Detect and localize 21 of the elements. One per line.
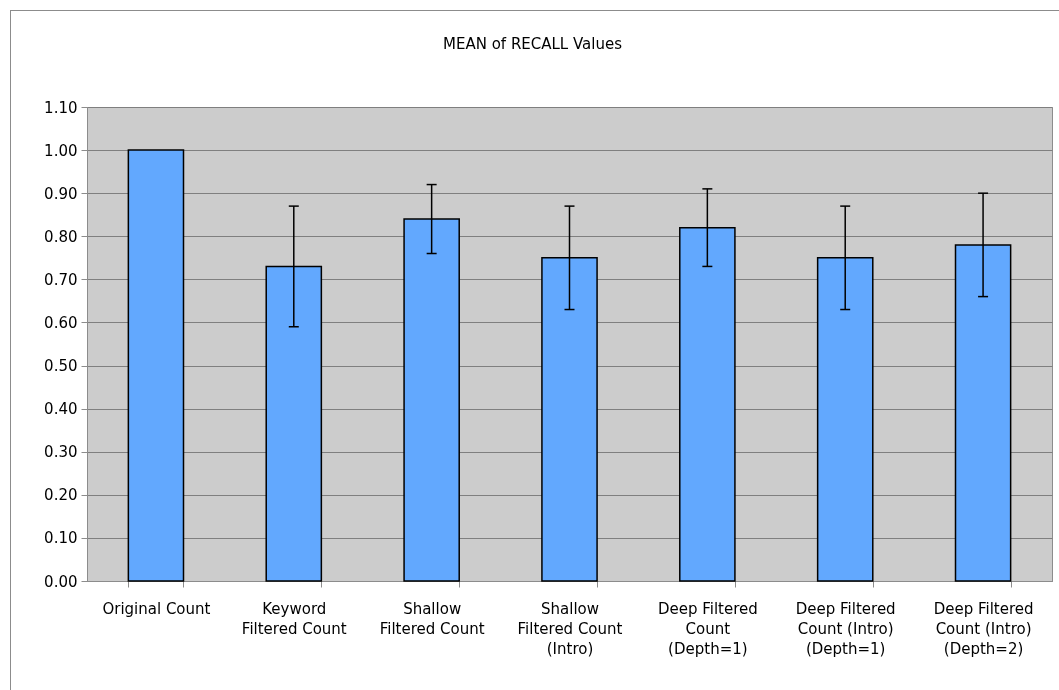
y-tick-label: 0.40 xyxy=(44,400,78,419)
y-tick-label: 0.00 xyxy=(44,572,78,591)
y-tick-label: 0.60 xyxy=(44,313,78,332)
chart-title: MEAN of RECALL Values xyxy=(442,35,623,53)
y-tick-label: 0.30 xyxy=(44,443,78,462)
y-tick-label: 0.10 xyxy=(44,529,78,548)
y-tick-label: 0.80 xyxy=(44,227,78,246)
bar xyxy=(127,149,185,582)
x-tick-label: Original Count xyxy=(102,599,211,618)
x-tick-label: Deep Filtered Count (Intro) (Depth=2) xyxy=(933,599,1034,658)
x-tick-label: Deep Filtered Count (Depth=1) xyxy=(657,599,758,658)
y-tick-label: 1.00 xyxy=(44,141,78,160)
y-tick-label: 0.50 xyxy=(44,357,78,376)
x-tick-label: Shallow Filtered Count (Intro) xyxy=(517,599,623,658)
y-tick-label: 0.90 xyxy=(44,184,78,203)
y-tick-label: 0.70 xyxy=(44,270,78,289)
x-tick-label: Shallow Filtered Count xyxy=(379,599,485,638)
x-tick-label: Keyword Filtered Count xyxy=(241,599,347,638)
y-tick-label: 0.20 xyxy=(44,486,78,505)
x-tick-label: Deep Filtered Count (Intro) (Depth=1) xyxy=(795,599,896,658)
y-tick-label: 1.10 xyxy=(44,98,78,117)
